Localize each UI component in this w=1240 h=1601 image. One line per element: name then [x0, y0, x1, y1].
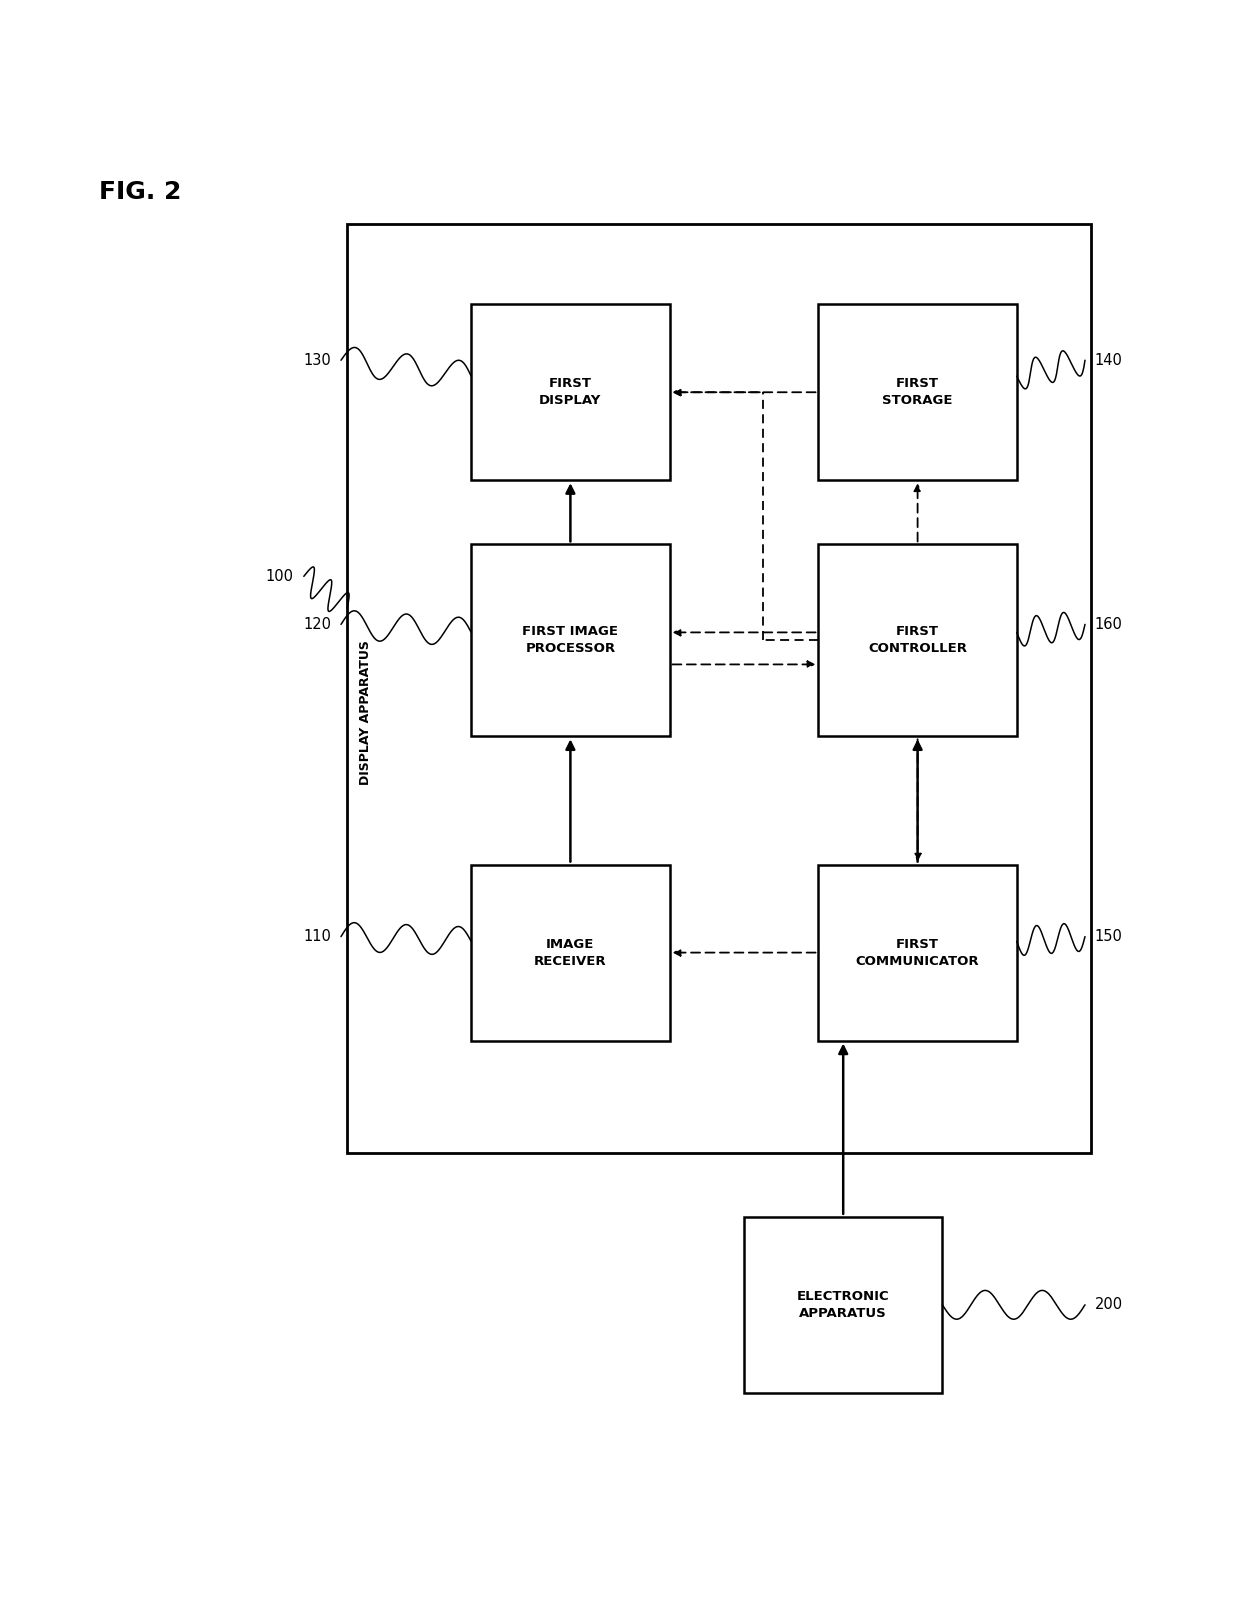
- Text: FIRST
STORAGE: FIRST STORAGE: [883, 378, 952, 407]
- Text: DISPLAY APPARATUS: DISPLAY APPARATUS: [360, 640, 372, 784]
- Text: 160: 160: [1095, 616, 1122, 632]
- Text: FIRST IMAGE
PROCESSOR: FIRST IMAGE PROCESSOR: [522, 626, 619, 655]
- Text: 120: 120: [303, 616, 331, 632]
- FancyBboxPatch shape: [471, 865, 670, 1041]
- Text: 110: 110: [304, 929, 331, 945]
- FancyBboxPatch shape: [818, 865, 1017, 1041]
- Text: 150: 150: [1095, 929, 1122, 945]
- Text: IMAGE
RECEIVER: IMAGE RECEIVER: [534, 938, 606, 967]
- FancyBboxPatch shape: [471, 304, 670, 480]
- Text: FIRST
CONTROLLER: FIRST CONTROLLER: [868, 626, 967, 655]
- Text: ELECTRONIC
APPARATUS: ELECTRONIC APPARATUS: [797, 1290, 889, 1319]
- FancyBboxPatch shape: [471, 544, 670, 736]
- FancyBboxPatch shape: [818, 544, 1017, 736]
- Text: 140: 140: [1095, 352, 1122, 368]
- Text: FIRST
COMMUNICATOR: FIRST COMMUNICATOR: [856, 938, 980, 967]
- Text: FIG. 2: FIG. 2: [99, 181, 181, 203]
- Text: 130: 130: [304, 352, 331, 368]
- Text: 100: 100: [265, 568, 294, 584]
- FancyBboxPatch shape: [818, 304, 1017, 480]
- FancyBboxPatch shape: [347, 224, 1091, 1153]
- Text: FIRST
DISPLAY: FIRST DISPLAY: [539, 378, 601, 407]
- FancyBboxPatch shape: [744, 1217, 942, 1393]
- Text: 200: 200: [1095, 1297, 1123, 1313]
